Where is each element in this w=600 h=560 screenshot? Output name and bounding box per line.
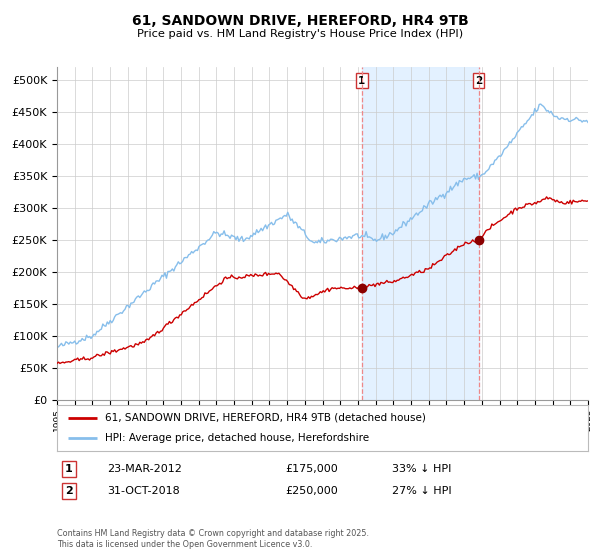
Text: 61, SANDOWN DRIVE, HEREFORD, HR4 9TB: 61, SANDOWN DRIVE, HEREFORD, HR4 9TB: [131, 14, 469, 28]
Text: HPI: Average price, detached house, Herefordshire: HPI: Average price, detached house, Here…: [105, 433, 369, 443]
Text: Price paid vs. HM Land Registry's House Price Index (HPI): Price paid vs. HM Land Registry's House …: [137, 29, 463, 39]
Text: 23-MAR-2012: 23-MAR-2012: [107, 464, 182, 474]
Text: 33% ↓ HPI: 33% ↓ HPI: [392, 464, 451, 474]
Text: 61, SANDOWN DRIVE, HEREFORD, HR4 9TB (detached house): 61, SANDOWN DRIVE, HEREFORD, HR4 9TB (de…: [105, 413, 425, 423]
Bar: [362, 67, 479, 400]
Text: £175,000: £175,000: [286, 464, 338, 474]
Text: Contains HM Land Registry data © Crown copyright and database right 2025.
This d: Contains HM Land Registry data © Crown c…: [57, 529, 369, 549]
Text: 2: 2: [475, 76, 482, 86]
Text: 1: 1: [358, 76, 365, 86]
Text: 27% ↓ HPI: 27% ↓ HPI: [392, 486, 451, 496]
Text: 2: 2: [65, 486, 73, 496]
Text: £250,000: £250,000: [286, 486, 338, 496]
Text: 31-OCT-2018: 31-OCT-2018: [107, 486, 180, 496]
Text: 1: 1: [65, 464, 73, 474]
